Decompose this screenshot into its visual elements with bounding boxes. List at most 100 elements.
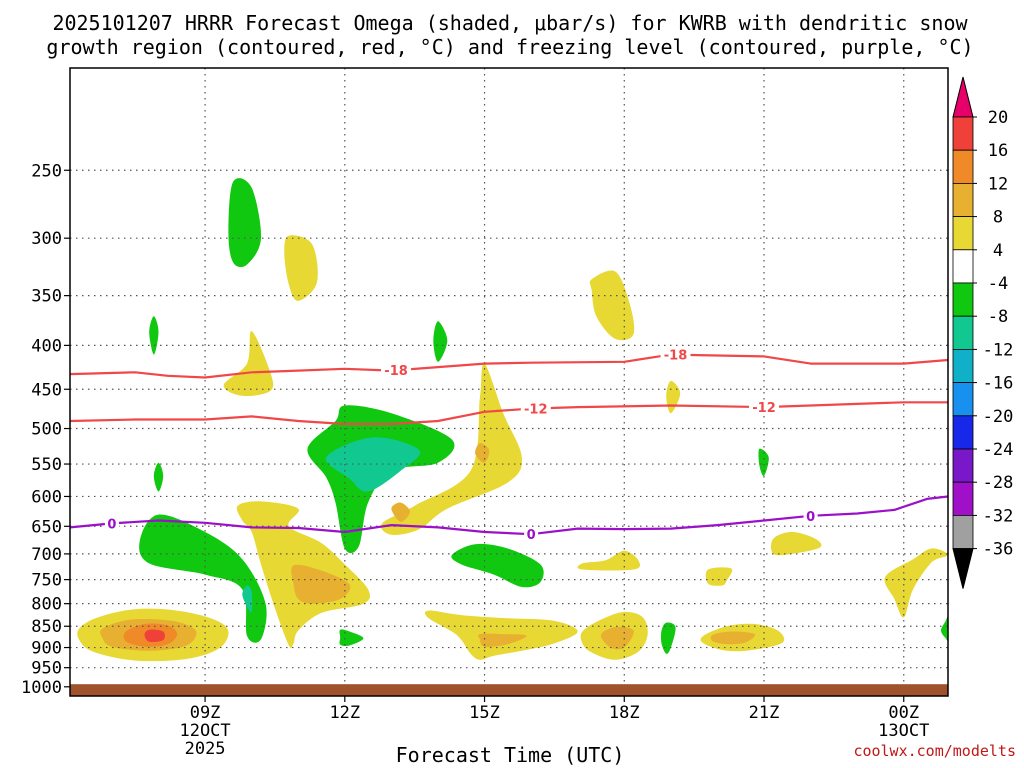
colorbar-swatch	[952, 448, 974, 483]
colorbar-label: -32	[983, 506, 1014, 526]
omega-pos-4-8	[770, 532, 822, 556]
y-tick-label: 550	[31, 455, 62, 475]
omega-neg-4-8	[153, 462, 164, 492]
contour-label-bg	[524, 527, 539, 542]
colorbar-label: -16	[983, 374, 1014, 394]
y-tick-label: 750	[31, 571, 62, 591]
omega-neg-4-8	[758, 448, 769, 477]
colorbar-label: -8	[988, 307, 1008, 327]
contour-label: 0	[806, 510, 815, 525]
colorbar-label: 20	[988, 108, 1008, 128]
y-tick-label: 400	[31, 336, 62, 356]
omega-neg-4-8	[941, 616, 949, 641]
contour-label-bg	[749, 400, 780, 415]
y-tick-label: 1000	[21, 678, 62, 698]
omega-pos-4-8	[577, 550, 641, 571]
y-axis: 2503003504004505005506006507007508008509…	[21, 161, 70, 698]
y-tick-label: 500	[31, 420, 62, 440]
contour-label: -12	[524, 402, 548, 417]
y-tick-label: 250	[31, 161, 62, 181]
x-tick-label: 12Z	[329, 703, 360, 723]
chart-title-line2: growth region (contoured, red, °C) and f…	[46, 35, 973, 59]
colorbar-label: 16	[988, 141, 1008, 161]
contour-label: -12	[752, 401, 776, 416]
x-tick-label: 21Z	[749, 703, 780, 723]
colorbar-swatch	[952, 116, 974, 151]
y-tick-label: 700	[31, 545, 62, 565]
colorbar-label: -24	[983, 440, 1014, 460]
colorbar-legend: 20 16 12 8 4 -4 -8 -12 -16 -20 -24 -28 -32 -36	[952, 76, 1014, 589]
colorbar-swatch	[952, 249, 974, 284]
credit-text: coolwx.com/modelts	[853, 742, 1016, 760]
colorbar-swatch	[952, 515, 974, 550]
x-tick-label: 09Z	[190, 703, 221, 723]
omega-neg-4-8	[339, 629, 364, 647]
colorbar-label: -12	[983, 340, 1014, 360]
y-tick-label: 600	[31, 487, 62, 507]
y-tick-label: 650	[31, 517, 62, 537]
chart-title-line1: 2025101207 HRRR Forecast Omega (shaded, …	[52, 11, 968, 35]
colorbar-swatch	[952, 216, 974, 251]
y-tick-label: 900	[31, 639, 62, 659]
ground-fill	[70, 684, 948, 696]
omega-pos-4-8	[380, 363, 522, 535]
plot-area: -18 -18 -12 -12 0 0 0	[69, 67, 949, 697]
colorbar-swatch	[952, 182, 974, 217]
omega-neg-4-8	[228, 178, 262, 268]
colorbar-label: -28	[983, 473, 1014, 493]
omega-pos-8-12	[600, 626, 634, 650]
omega-pos-4-8	[884, 548, 948, 618]
omega-pos-8-12	[291, 564, 351, 604]
colorbar-swatch	[952, 315, 974, 350]
y-tick-label: 800	[31, 595, 62, 615]
contour-label: 0	[527, 528, 536, 543]
contour-line	[69, 401, 948, 426]
colorbar-swatch	[952, 415, 974, 450]
contour-label: -18	[384, 364, 408, 379]
grid-lines	[70, 68, 948, 696]
omega-neg-4-8	[433, 321, 448, 362]
omega-pos-8-12	[475, 443, 490, 463]
omega-pos-8-12	[710, 631, 756, 645]
colorbar-label: 4	[993, 241, 1003, 261]
omega-neg-4-8	[139, 514, 267, 643]
x-tick-label: 18Z	[609, 703, 640, 723]
colorbar-label: -20	[983, 407, 1014, 427]
contour-lines: -18 -18 -12 -12 0 0 0	[69, 347, 949, 543]
colorbar-top-arrow	[952, 76, 974, 118]
omega-shading	[77, 178, 949, 662]
omega-pos-4-8	[705, 567, 733, 586]
y-tick-label: 950	[31, 659, 62, 679]
x-tick-label: 00Z	[888, 703, 919, 723]
omega-neg-4-8	[149, 316, 159, 355]
y-tick-label: 450	[31, 380, 62, 400]
omega-neg-8-12	[325, 437, 421, 492]
colorbar-label: -36	[983, 540, 1014, 560]
colorbar-swatch	[952, 382, 974, 417]
contour-label-bg	[660, 347, 691, 362]
colorbar-label: 12	[988, 174, 1008, 194]
y-tick-label: 850	[31, 617, 62, 637]
x-tick-label: 15Z	[469, 703, 500, 723]
colorbar-label: -4	[988, 274, 1008, 294]
ground-layer	[70, 684, 948, 696]
colorbar-swatch	[952, 481, 974, 516]
contour-label-bg	[104, 516, 119, 531]
contour-label-bg	[520, 401, 551, 416]
y-tick-label: 300	[31, 229, 62, 249]
colorbar-swatch	[952, 149, 974, 184]
omega-pos-16-20	[144, 629, 165, 643]
x-axis-title: Forecast Time (UTC)	[396, 743, 625, 767]
omega-pos-4-8	[589, 270, 635, 341]
colorbar-swatch	[952, 282, 974, 317]
colorbar-label: 8	[993, 208, 1003, 228]
contour-label-bg	[381, 363, 412, 378]
x-tick-label: 12OCT	[179, 721, 230, 741]
x-tick-label: 13OCT	[878, 721, 929, 741]
contour-label: -18	[664, 349, 688, 364]
plot-background	[70, 68, 948, 696]
omega-pos-4-8	[284, 235, 318, 301]
omega-neg-4-8	[660, 622, 676, 654]
